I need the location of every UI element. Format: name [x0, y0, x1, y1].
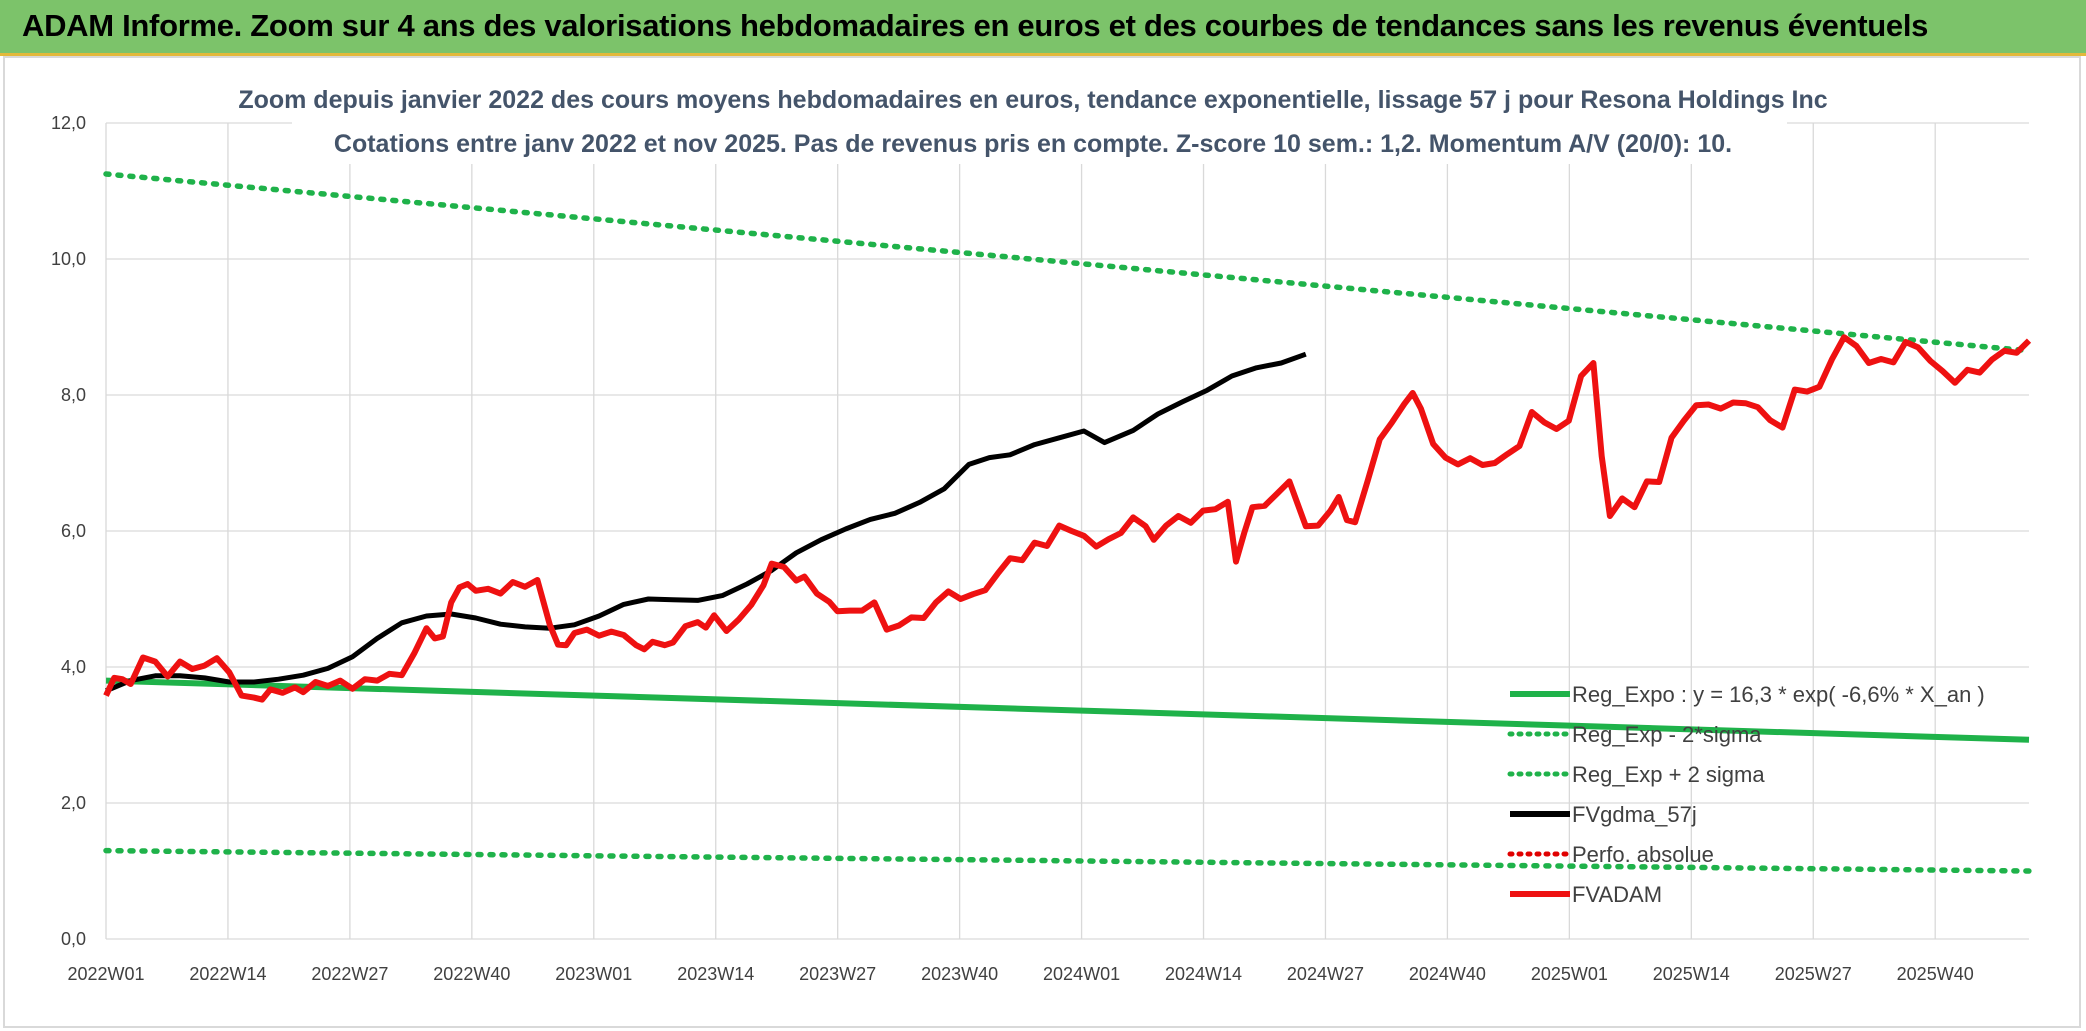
- legend: Reg_Expo : y = 16,3 * exp( -6,6% * X_an …: [1507, 682, 1985, 907]
- x-tick-label: 2025W40: [1897, 964, 1974, 984]
- x-tick-label: 2025W01: [1531, 964, 1608, 984]
- legend-label: Reg_Expo : y = 16,3 * exp( -6,6% * X_an …: [1572, 682, 1985, 707]
- y-tick-label: 0,0: [61, 929, 86, 949]
- y-axis-ticks: 0,0 2,0 4,0 6,0 8,0 10,0 12,0: [51, 113, 86, 949]
- x-tick-label: 2024W14: [1165, 964, 1242, 984]
- x-tick-label: 2024W27: [1287, 964, 1364, 984]
- x-tick-label: 2023W27: [799, 964, 876, 984]
- x-tick-label: 2025W27: [1775, 964, 1852, 984]
- series-group: [103, 171, 2032, 874]
- x-tick-label: 2022W40: [433, 964, 510, 984]
- chart-frame: [3, 56, 2081, 1028]
- title-background: [292, 76, 1787, 164]
- legend-label: FVADAM: [1572, 882, 1662, 907]
- series-reg-expo: [105, 677, 2030, 743]
- legend-label: Reg_Exp + 2 sigma: [1572, 762, 1765, 787]
- x-tick-label: 2022W01: [67, 964, 144, 984]
- x-tick-label: 2022W27: [311, 964, 388, 984]
- x-tick-label: 2023W14: [677, 964, 754, 984]
- y-tick-label: 6,0: [61, 521, 86, 541]
- legend-label: Reg_Exp - 2*sigma: [1572, 722, 1762, 747]
- y-tick-label: 2,0: [61, 793, 86, 813]
- series-fvgdma-57j: [105, 351, 1307, 694]
- x-tick-label: 2022W14: [189, 964, 266, 984]
- series-fvadam: [103, 334, 2032, 703]
- x-tick-label: 2024W40: [1409, 964, 1486, 984]
- x-tick-label: 2025W14: [1653, 964, 1730, 984]
- series-reg-exp-2-sigma: [103, 847, 2032, 874]
- x-tick-label: 2023W01: [555, 964, 632, 984]
- y-tick-label: 8,0: [61, 385, 86, 405]
- y-tick-label: 10,0: [51, 249, 86, 269]
- series-reg-exp-2-sigma: [103, 171, 2032, 354]
- x-tick-label: 2024W01: [1043, 964, 1120, 984]
- legend-label: Perfo. absolue: [1572, 842, 1714, 867]
- banner-title: ADAM Informe. Zoom sur 4 ans des valoris…: [22, 8, 1929, 43]
- x-tick-label: 2023W40: [921, 964, 998, 984]
- y-tick-label: 12,0: [51, 113, 86, 133]
- y-tick-label: 4,0: [61, 657, 86, 677]
- legend-label: FVgdma_57j: [1572, 802, 1697, 827]
- chart-title-line1: Zoom depuis janvier 2022 des cours moyen…: [238, 86, 1827, 114]
- chart-title-line2: Cotations entre janv 2022 et nov 2025. P…: [334, 130, 1732, 158]
- x-axis-ticks: 2022W01 2022W14 2022W27 2022W40 2023W01 2023W…: [67, 964, 1973, 984]
- banner: ADAM Informe. Zoom sur 4 ans des valoris…: [0, 0, 2086, 56]
